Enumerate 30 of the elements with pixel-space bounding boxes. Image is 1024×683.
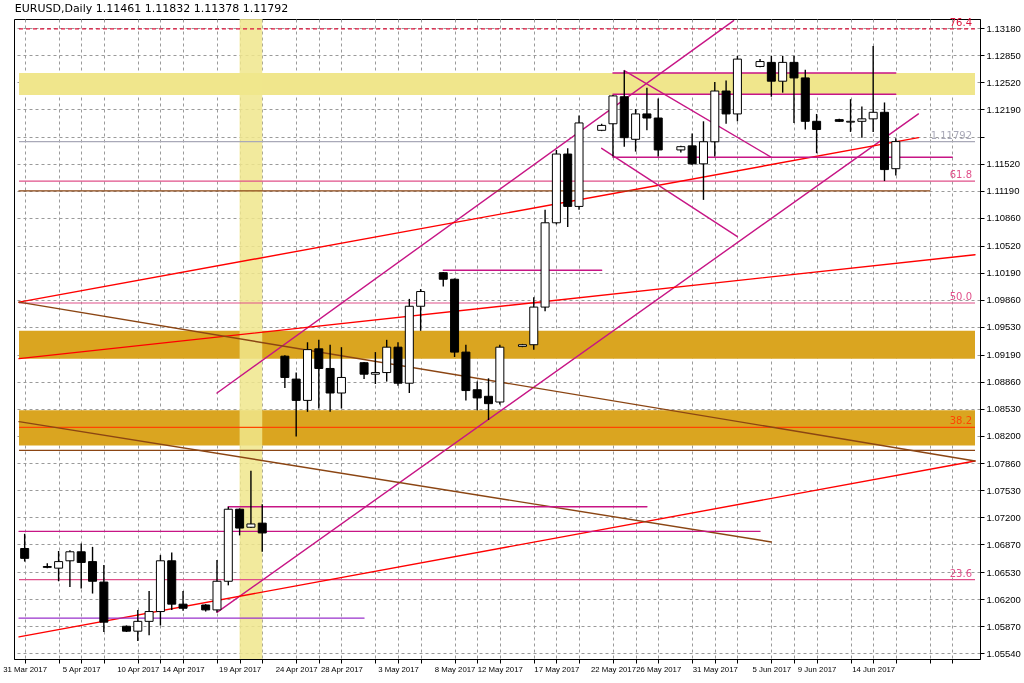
y-tick-label: 1.12850 [986,49,1021,61]
annotation: 61.8 [949,169,972,181]
y-tick-label: 1.09190 [986,349,1021,361]
y-tick-label: 1.10520 [986,240,1021,252]
annotation: 50.0 [949,290,972,302]
y-tick-label: 1.11520 [986,158,1021,170]
y-tick-label: 1.10860 [986,212,1021,224]
y-tick-label: 1.09860 [986,294,1021,306]
y-tick-label: 1.10190 [986,267,1021,279]
y-tick-label: 1.13180 [986,22,1021,34]
y-tick-label: 1.06200 [986,593,1021,605]
y-tick-label: 1.07530 [986,484,1021,496]
chart-title: EURUSD,Daily 1.11461 1.11832 1.11378 1.11792 [14,1,289,15]
y-tick-label: 1.06870 [986,538,1021,550]
y-tick-label: 1.11190 [986,185,1020,197]
annotation: 23.6 [949,567,972,579]
y-tick-label: 1.08860 [986,376,1021,388]
y-tick-label: 1.12520 [986,76,1021,88]
y-tick-label: 1.05870 [986,620,1021,632]
y-tick-label: 1.08530 [986,403,1021,415]
y-tick-label: 1.05540 [986,647,1021,659]
y-tick-label: 1.06530 [986,566,1021,578]
y-tick-label: 1.07860 [986,457,1021,469]
annotation: 38.2 [949,415,972,427]
annotation: 76.4 [949,16,972,28]
y-tick-label: 1.08200 [986,430,1021,442]
y-tick-label: 1.09530 [986,321,1021,333]
ref-line-label: 1.11792 [930,129,972,141]
y-tick-label: 1.07200 [986,511,1021,523]
y-tick-label: 1.12190 [986,103,1021,115]
